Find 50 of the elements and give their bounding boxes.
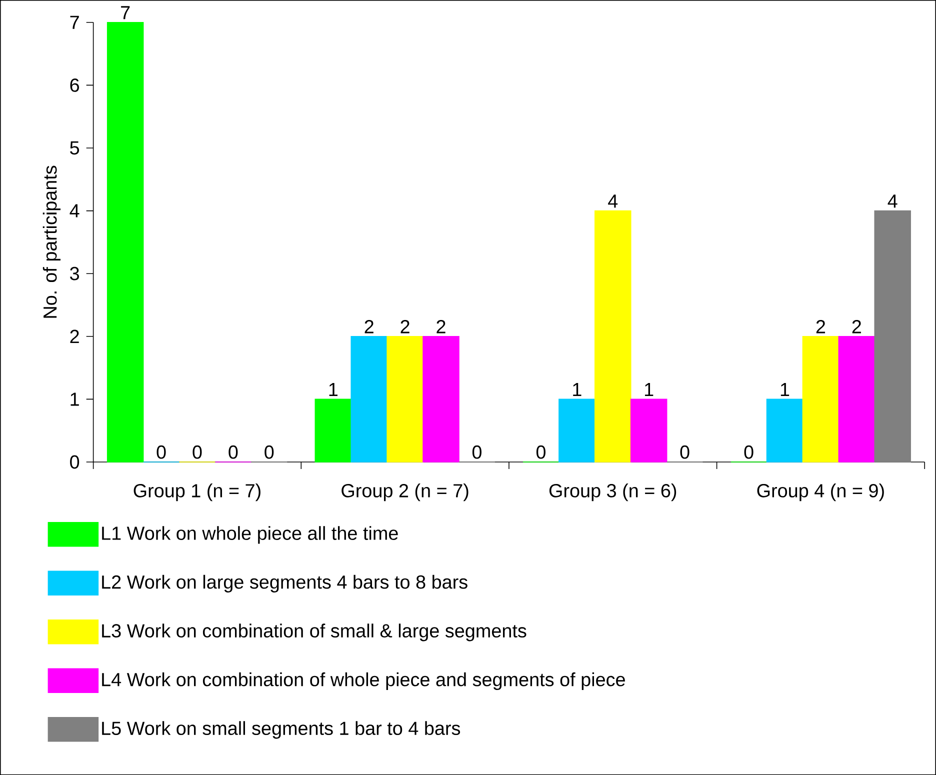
- bar: [106, 22, 144, 462]
- bar: [594, 210, 632, 462]
- y-tick-label: 3: [70, 266, 79, 280]
- y-axis-title: No. of participants: [42, 166, 60, 318]
- legend-label: L3 Work on combination of small & large segments: [102, 624, 526, 642]
- data-label: 0: [472, 445, 482, 459]
- data-label: 1: [780, 382, 790, 396]
- data-label: 4: [888, 194, 898, 208]
- bar: [766, 398, 804, 462]
- data-label: 0: [680, 445, 690, 459]
- bar: [802, 336, 840, 462]
- data-label: 7: [121, 6, 130, 20]
- x-tick-label: Group 1 (n = 7): [134, 483, 260, 502]
- data-label: 2: [852, 320, 861, 334]
- y-tick-label: 6: [70, 78, 79, 92]
- x-tick-label: Group 2 (n = 7): [342, 483, 468, 502]
- legend-label: L4 Work on combination of whole piece and segments of piece: [102, 672, 625, 690]
- y-tick-label: 5: [70, 141, 80, 155]
- data-label: 1: [573, 382, 582, 396]
- data-label: 4: [608, 194, 618, 208]
- legend-label: L2 Work on large segments 4 bars to 8 bars: [102, 574, 468, 592]
- legend-label: L5 Work on small segments 1 bar to 4 bars: [102, 721, 460, 739]
- bar: [422, 336, 460, 462]
- y-tick-label: 7: [70, 16, 79, 29]
- data-label: 0: [228, 445, 238, 459]
- x-tick-label: Group 3 (n = 6): [549, 483, 676, 502]
- bar: [874, 210, 911, 462]
- data-label: 1: [329, 382, 338, 396]
- data-label: 0: [156, 445, 166, 459]
- data-label: 0: [192, 445, 202, 459]
- data-label: 2: [364, 320, 374, 334]
- y-tick-label: 2: [70, 330, 79, 343]
- y-tick-label: 0: [70, 455, 80, 469]
- x-tick-label: Group 4 (n = 9): [757, 483, 884, 502]
- bar: [314, 398, 352, 462]
- bar: [838, 336, 876, 462]
- data-label: 2: [436, 320, 446, 334]
- bar: [630, 398, 668, 462]
- data-label: 2: [816, 320, 826, 334]
- bar: [350, 336, 388, 462]
- data-label: 0: [744, 445, 754, 459]
- data-label: 1: [645, 382, 654, 396]
- legend-label: L1 Work on whole piece all the time: [102, 526, 398, 544]
- bar: [386, 336, 424, 462]
- bar: [558, 398, 596, 462]
- data-label: 0: [536, 445, 546, 459]
- data-label: 0: [264, 445, 274, 459]
- data-label: 2: [400, 320, 410, 334]
- y-tick-label: 4: [70, 204, 80, 218]
- y-tick-label: 1: [70, 392, 79, 406]
